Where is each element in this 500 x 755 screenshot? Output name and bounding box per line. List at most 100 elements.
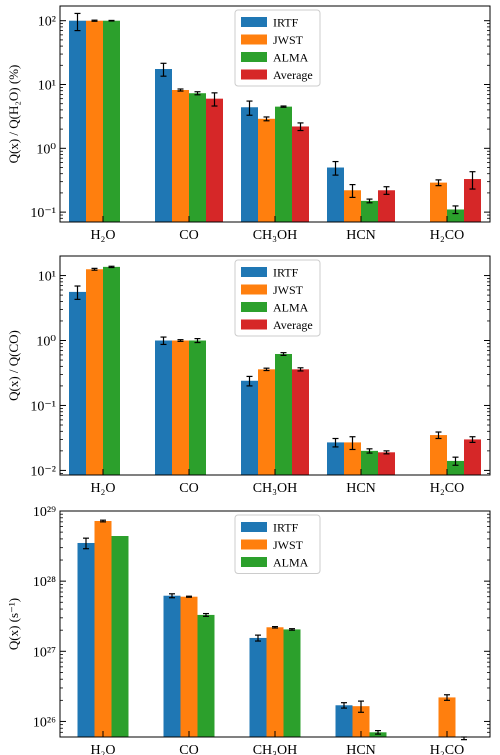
legend-swatch-jwst [241, 539, 267, 550]
bar-average [292, 126, 309, 222]
y-axis-label: Q(x) / Q(CO) [6, 330, 21, 401]
y-tick-label: 10⁰ [36, 335, 56, 350]
y-tick-label: 10⁰ [36, 142, 56, 157]
legend-swatch-alma [241, 557, 267, 567]
legend-swatch-alma [241, 302, 267, 312]
bar-average [464, 179, 481, 222]
x-category-label: CO [179, 228, 198, 243]
bar-irtf [155, 340, 172, 475]
bar-irtf [241, 107, 258, 222]
y-tick-label: 10²⁸ [33, 575, 56, 590]
bar-jwst [180, 596, 198, 737]
y-tick-label: 10⁻¹ [30, 399, 56, 414]
bar-alma [111, 536, 129, 737]
x-category-label: H₂CO [430, 228, 464, 243]
legend-swatch-irtf [241, 522, 267, 532]
legend-label-jwst: JWST [273, 538, 304, 552]
bar-jwst [94, 521, 112, 737]
legend-box [234, 259, 321, 337]
y-tick-label: 10¹ [38, 270, 56, 285]
bar-jwst [86, 269, 103, 475]
bar-jwst [258, 369, 275, 475]
bar-jwst [430, 182, 447, 222]
legend-label-irtf: IRTF [273, 521, 299, 535]
x-category-label: H₂O [90, 481, 115, 496]
x-category-label: H₂CO [430, 481, 464, 496]
chart-panel-3: 10²⁶ 10²⁷ 10²⁸ 10²⁹ H₂O CO CH₃OH HCN H₂CO Q(x) (s… [6, 505, 491, 755]
bar-alma [275, 353, 292, 475]
legend-swatch-average [241, 69, 267, 80]
bar-jwst [352, 706, 370, 737]
bar-jwst [258, 118, 275, 222]
bar-jwst [172, 340, 189, 475]
chart-panel-2: 10⁻² 10⁻¹ 10⁰ 10¹ H₂O CO CH₃OH HCN H₂CO Q(x) / Q(… [6, 255, 491, 496]
bar-irtf [77, 542, 95, 737]
legend-label-irtf: IRTF [273, 266, 299, 280]
bar-average [292, 369, 309, 475]
legend-label-jwst: JWST [273, 33, 304, 47]
bar-jwst [344, 442, 361, 475]
legend-label-irtf: IRTF [273, 16, 299, 30]
legend-swatch-irtf [241, 17, 267, 27]
bar-irtf [69, 20, 86, 222]
bar-jwst [430, 435, 447, 475]
y-tick-label: 10²⁷ [33, 645, 56, 660]
x-category-label: HCN [346, 481, 376, 496]
bar-average [378, 190, 395, 222]
y-tick-label: 10⁻¹ [30, 206, 56, 221]
legend-swatch-jwst [241, 34, 267, 45]
bar-irtf [69, 291, 86, 475]
y-tick-label: 10⁻² [30, 464, 56, 479]
legend-label-alma: ALMA [273, 301, 309, 315]
bar-average [464, 439, 481, 475]
bar-alma [189, 340, 206, 475]
bar-alma [103, 266, 120, 475]
x-category-label: H₂O [90, 743, 115, 755]
bar-alma [275, 106, 292, 222]
bar-alma [283, 629, 301, 737]
bar-average [206, 98, 223, 222]
bar-irtf [327, 167, 344, 222]
bar-irtf [155, 69, 172, 223]
x-category-label: HCN [346, 743, 376, 755]
legend-swatch-jwst [241, 284, 267, 295]
bar-alma [361, 200, 378, 222]
y-tick-label: 10¹ [38, 79, 56, 94]
x-category-label: H₂O [90, 228, 115, 243]
x-category-label: H₂CO [430, 743, 464, 755]
legend-box [234, 9, 321, 87]
bar-alma [447, 460, 464, 475]
legend-label-alma: ALMA [273, 51, 309, 65]
bar-jwst [266, 627, 284, 737]
bar-irtf [163, 595, 181, 737]
x-category-label: CO [179, 481, 198, 496]
bar-alma [103, 20, 120, 222]
x-category-label: CH₃OH [253, 481, 298, 496]
bar-irtf [335, 705, 353, 737]
y-tick-label: 10²⁹ [33, 505, 56, 520]
x-category-label: CH₃OH [253, 228, 298, 243]
y-tick-label: 10² [38, 15, 56, 30]
bar-alma [361, 450, 378, 475]
x-category-label: HCN [346, 228, 376, 243]
bar-jwst [438, 697, 456, 737]
x-category-label: CO [179, 743, 198, 755]
y-axis-label: Q(x) / Q(H₂O) (%) [6, 65, 21, 164]
bar-jwst [172, 90, 189, 222]
legend-swatch-alma [241, 52, 267, 62]
legend-swatch-average [241, 319, 267, 330]
bar-irtf [241, 380, 258, 475]
bar-alma [197, 614, 215, 737]
bar-irtf [327, 442, 344, 475]
bar-irtf [249, 637, 267, 737]
legend-swatch-irtf [241, 267, 267, 277]
legend-label-average: Average [273, 68, 313, 82]
legend-label-alma: ALMA [273, 556, 309, 570]
bar-average [378, 452, 395, 475]
y-axis-label: Q(x) (s⁻¹) [6, 598, 21, 650]
legend-label-jwst: JWST [273, 283, 304, 297]
x-category-label: CH₃OH [253, 743, 298, 755]
bar-jwst [344, 190, 361, 222]
bar-jwst [86, 20, 103, 222]
